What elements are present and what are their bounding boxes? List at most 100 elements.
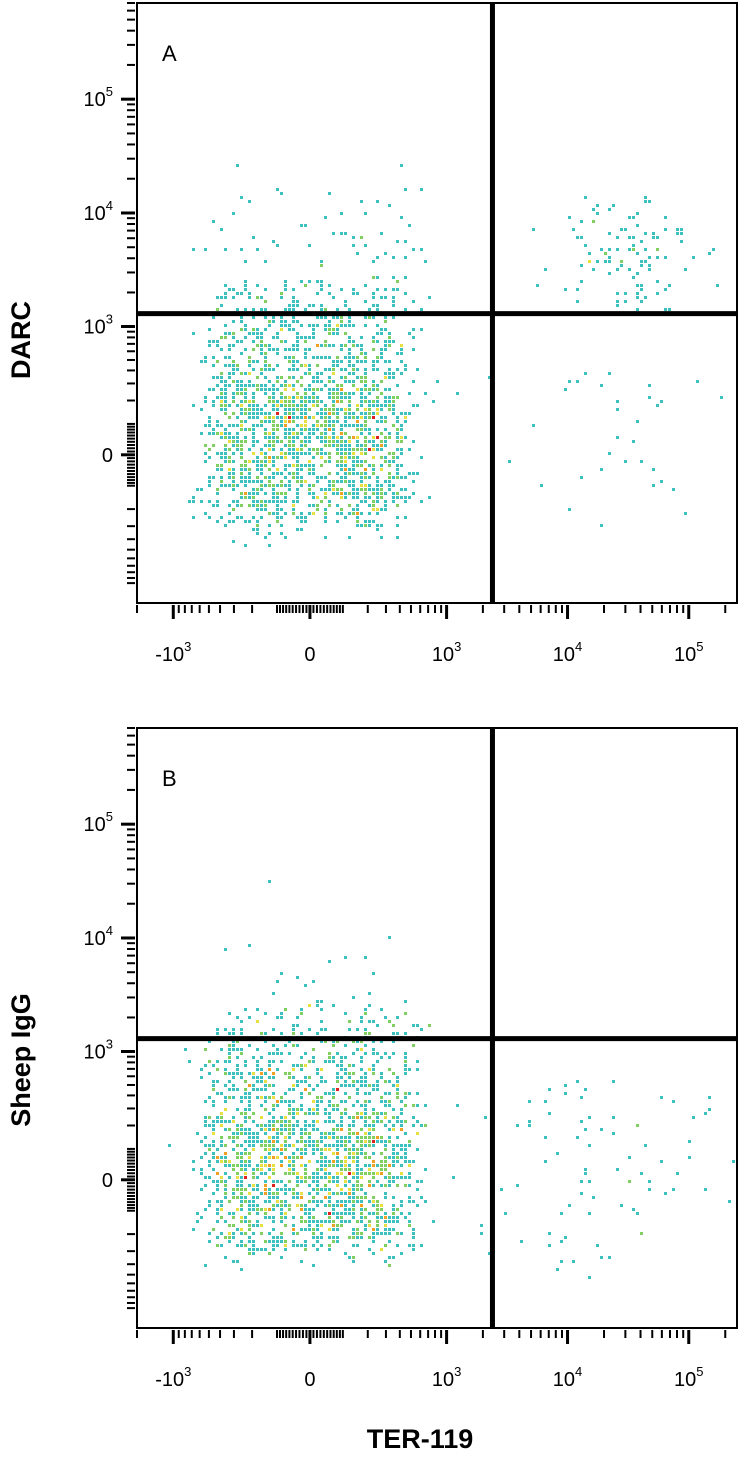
event-dot: [236, 308, 239, 311]
event-dot: [248, 412, 251, 415]
event-dot: [292, 1164, 295, 1167]
event-dot: [244, 1120, 247, 1123]
event-dot: [256, 1224, 259, 1227]
event-dot: [372, 1052, 375, 1055]
event-dot: [304, 1076, 307, 1079]
event-dot: [228, 372, 231, 375]
event-dot: [348, 316, 351, 319]
event-dot: [276, 1188, 279, 1191]
event-dot: [292, 1224, 295, 1227]
event-dot: [336, 1212, 339, 1215]
event-dot: [264, 392, 267, 395]
event-dot: [332, 1228, 335, 1231]
event-dot: [264, 388, 267, 391]
event-dot: [360, 512, 363, 515]
event-dot: [240, 196, 243, 199]
event-dot: [348, 1132, 351, 1135]
event-dot: [352, 356, 355, 359]
event-dot: [260, 348, 263, 351]
event-dot: [336, 1108, 339, 1111]
event-dot: [304, 416, 307, 419]
event-dot: [400, 1204, 403, 1207]
event-dot: [328, 1132, 331, 1135]
event-dot: [340, 384, 343, 387]
event-dot: [664, 216, 667, 219]
event-dot: [264, 420, 267, 423]
event-dot: [372, 1040, 375, 1043]
event-dot: [396, 1136, 399, 1139]
y-tick-label-base: 10: [84, 814, 106, 836]
event-dot: [288, 1188, 291, 1191]
event-dot: [340, 464, 343, 467]
event-dot: [376, 340, 379, 343]
event-dot: [412, 1044, 415, 1047]
event-dot: [388, 368, 391, 371]
event-dot: [288, 416, 291, 419]
event-dot: [284, 348, 287, 351]
event-dot: [288, 436, 291, 439]
event-dot: [312, 1120, 315, 1123]
event-dot: [236, 388, 239, 391]
event-dot: [336, 1136, 339, 1139]
event-dot: [424, 1200, 427, 1203]
event-dot: [300, 476, 303, 479]
event-dot: [256, 1188, 259, 1191]
event-dot: [280, 1216, 283, 1219]
event-dot: [272, 1220, 275, 1223]
event-dot: [312, 1228, 315, 1231]
event-dot: [596, 260, 599, 263]
event-dot: [556, 1268, 559, 1271]
event-dot: [240, 440, 243, 443]
event-dot: [324, 384, 327, 387]
event-dot: [392, 1208, 395, 1211]
event-dot: [260, 1116, 263, 1119]
event-dot: [336, 324, 339, 327]
event-dot: [332, 344, 335, 347]
event-dot: [240, 428, 243, 431]
event-dot: [260, 1076, 263, 1079]
event-dot: [272, 1092, 275, 1095]
event-dot: [272, 1184, 275, 1187]
event-dot: [220, 1204, 223, 1207]
event-dot: [208, 340, 211, 343]
event-dot: [564, 388, 567, 391]
event-dot: [244, 440, 247, 443]
event-dot: [336, 364, 339, 367]
event-dot: [388, 1092, 391, 1095]
event-dot: [336, 412, 339, 415]
event-dot: [332, 424, 335, 427]
event-dot: [316, 1128, 319, 1131]
event-dot: [288, 1108, 291, 1111]
event-dot: [244, 1244, 247, 1247]
event-dot: [324, 1220, 327, 1223]
event-dot: [720, 396, 723, 399]
event-dot: [340, 1068, 343, 1071]
event-dot: [224, 412, 227, 415]
event-dot: [568, 216, 571, 219]
event-dot: [356, 252, 359, 255]
event-dot: [360, 500, 363, 503]
event-dot: [220, 388, 223, 391]
event-dot: [260, 296, 263, 299]
event-dot: [516, 1124, 519, 1127]
event-dot: [364, 1032, 367, 1035]
event-dot: [324, 520, 327, 523]
event-dot: [260, 1192, 263, 1195]
event-dot: [324, 216, 327, 219]
event-dot: [328, 444, 331, 447]
event-dot: [368, 1180, 371, 1183]
event-dot: [232, 424, 235, 427]
event-dot: [356, 292, 359, 295]
event-dot: [228, 1048, 231, 1051]
event-dot: [372, 520, 375, 523]
event-dot: [232, 344, 235, 347]
event-dot: [392, 396, 395, 399]
event-dot: [304, 516, 307, 519]
event-dot: [304, 388, 307, 391]
event-dot: [300, 1176, 303, 1179]
event-dot: [248, 472, 251, 475]
event-dot: [328, 320, 331, 323]
event-dot: [284, 1216, 287, 1219]
